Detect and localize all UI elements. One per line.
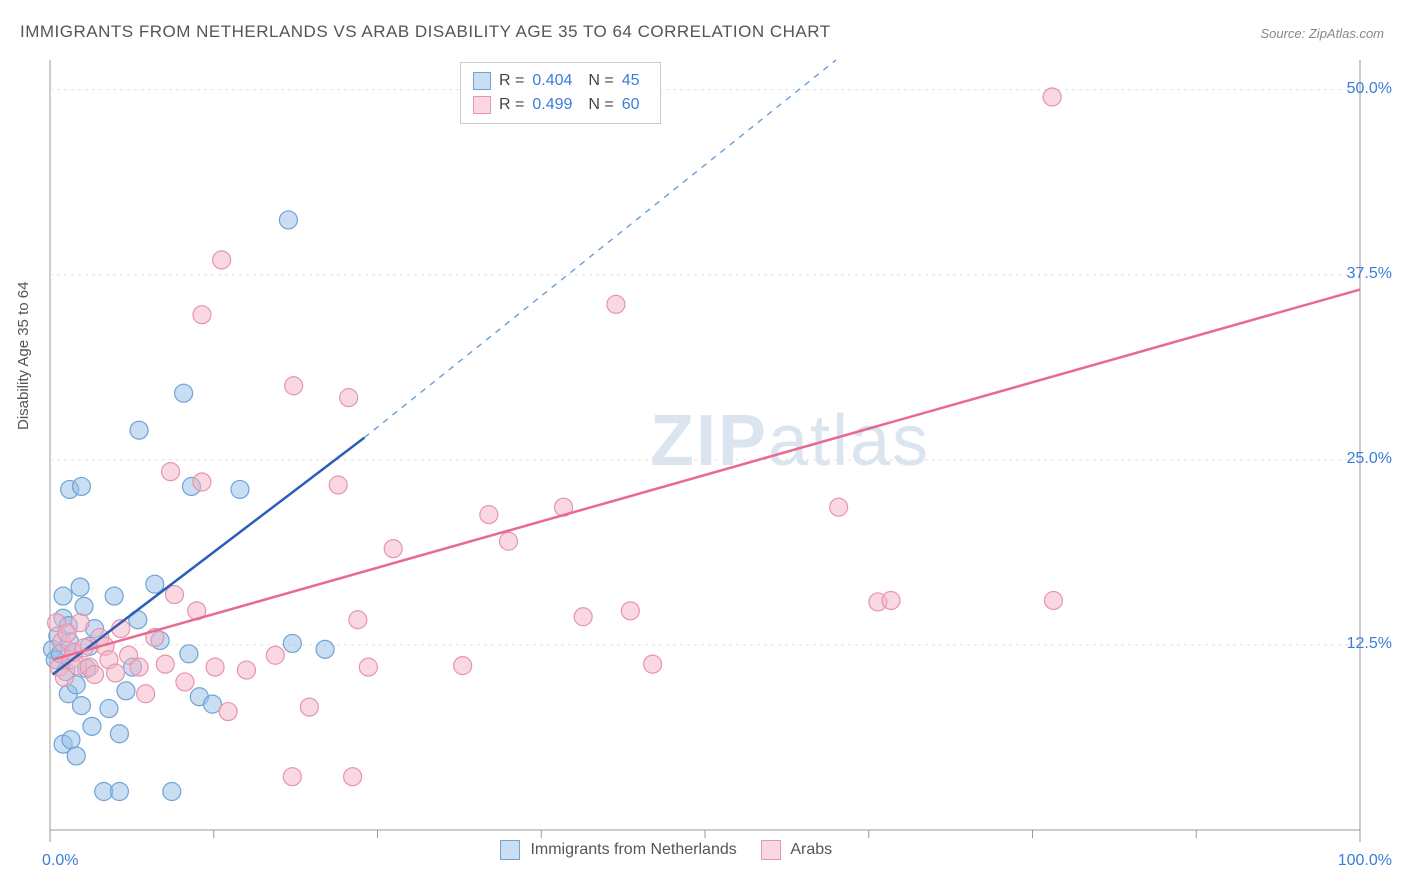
scatter-plot <box>0 0 1406 892</box>
swatch-blue-icon <box>473 72 491 90</box>
swatch-pink-icon <box>473 96 491 114</box>
legend-item-netherlands: Immigrants from Netherlands <box>500 840 737 860</box>
series-legend: Immigrants from Netherlands Arabs <box>500 840 832 860</box>
r-value-netherlands: 0.404 <box>532 69 572 93</box>
y-tick-37-5: 37.5% <box>1347 265 1392 283</box>
stats-legend: R = 0.404 N = 45 R = 0.499 N = 60 <box>460 62 661 124</box>
legend-item-arabs: Arabs <box>761 840 832 860</box>
r-value-arabs: 0.499 <box>532 93 572 117</box>
swatch-pink-icon <box>761 840 781 860</box>
x-tick-100: 100.0% <box>1338 852 1392 870</box>
stats-row-netherlands: R = 0.404 N = 45 <box>473 69 648 93</box>
swatch-blue-icon <box>500 840 520 860</box>
y-tick-50: 50.0% <box>1347 80 1392 98</box>
stats-row-arabs: R = 0.499 N = 60 <box>473 93 648 117</box>
n-value-arabs: 60 <box>622 93 640 117</box>
x-tick-0: 0.0% <box>42 852 78 870</box>
n-value-netherlands: 45 <box>622 69 640 93</box>
y-tick-12-5: 12.5% <box>1347 635 1392 653</box>
y-tick-25: 25.0% <box>1347 450 1392 468</box>
